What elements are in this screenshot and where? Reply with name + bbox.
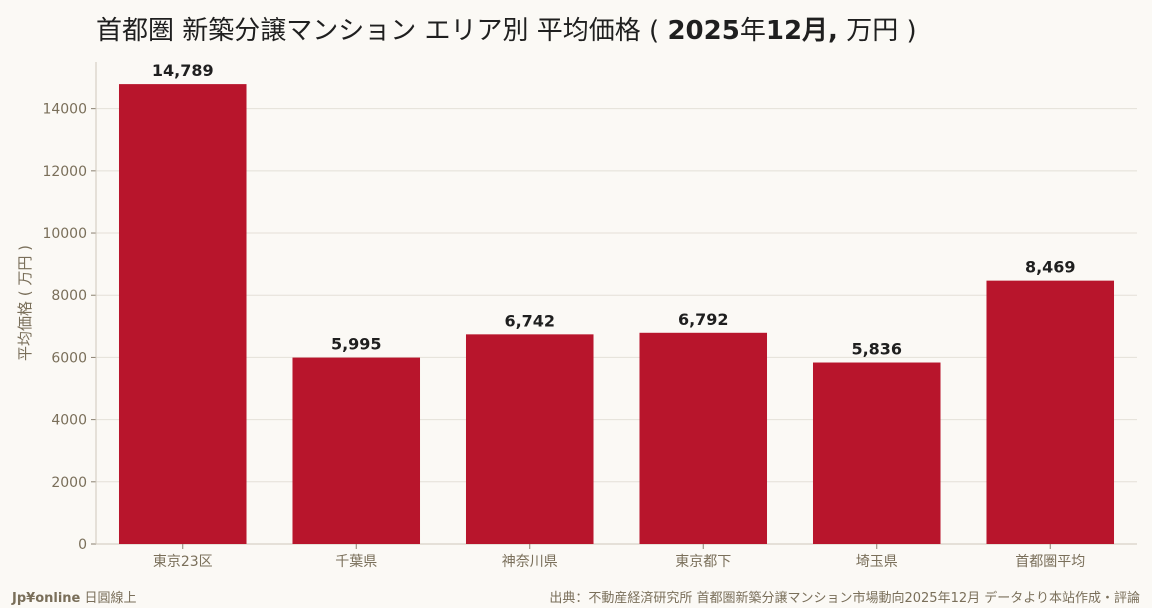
bar bbox=[292, 357, 421, 544]
bar-value-label: 6,742 bbox=[504, 311, 555, 330]
title-month-char: 月, bbox=[802, 16, 838, 46]
y-axis-label: 平均価格 ( 万円 ) bbox=[16, 245, 34, 361]
title-prefix: 首都圏 新築分譲マンション エリア別 平均価格 ( bbox=[96, 16, 668, 46]
bar bbox=[812, 362, 941, 544]
bar bbox=[465, 334, 594, 544]
bar-value-label: 8,469 bbox=[1025, 258, 1076, 277]
bar-value-label: 5,836 bbox=[851, 340, 902, 359]
x-tick-label: 千葉県 bbox=[335, 554, 377, 570]
x-tick-label: 神奈川県 bbox=[502, 554, 558, 570]
x-tick-label: 埼玉県 bbox=[856, 554, 898, 570]
chart-title: 首都圏 新築分譲マンション エリア別 平均価格 ( 2025年12月, 万円 ) bbox=[96, 10, 917, 47]
footer-brand: Jp¥online 日圓線上 bbox=[12, 587, 137, 606]
bar-value-label: 14,789 bbox=[152, 61, 214, 80]
y-tick-label: 10000 bbox=[42, 226, 87, 242]
brand-subtitle: 日圓線上 bbox=[80, 591, 137, 606]
title-month: 12 bbox=[765, 16, 803, 46]
y-tick-label: 12000 bbox=[42, 164, 87, 180]
title-year: 2025 bbox=[667, 16, 740, 46]
bar-value-label: 5,995 bbox=[331, 335, 382, 354]
y-tick-label: 8000 bbox=[51, 288, 87, 304]
x-tick-label: 首都圏平均 bbox=[1015, 554, 1085, 570]
y-tick-label: 0 bbox=[78, 537, 87, 553]
title-unit: 万円 ) bbox=[837, 16, 917, 46]
y-tick-label: 4000 bbox=[51, 413, 87, 429]
footer-source: 出典：不動産経済研究所 首都圏新築分譲マンション市場動向2025年12月 データ… bbox=[549, 591, 1140, 606]
y-tick-label: 2000 bbox=[51, 475, 87, 491]
bar bbox=[118, 84, 247, 545]
y-tick-label: 14000 bbox=[42, 102, 87, 118]
x-tick-label: 東京23区 bbox=[153, 554, 213, 570]
bar-value-label: 6,792 bbox=[678, 310, 729, 329]
title-year-char: 年 bbox=[739, 16, 766, 46]
brand-name: Jp¥online bbox=[12, 591, 81, 606]
bar bbox=[639, 332, 768, 544]
y-tick-label: 6000 bbox=[51, 350, 87, 366]
x-tick-label: 東京都下 bbox=[675, 554, 731, 570]
bar bbox=[986, 280, 1115, 544]
